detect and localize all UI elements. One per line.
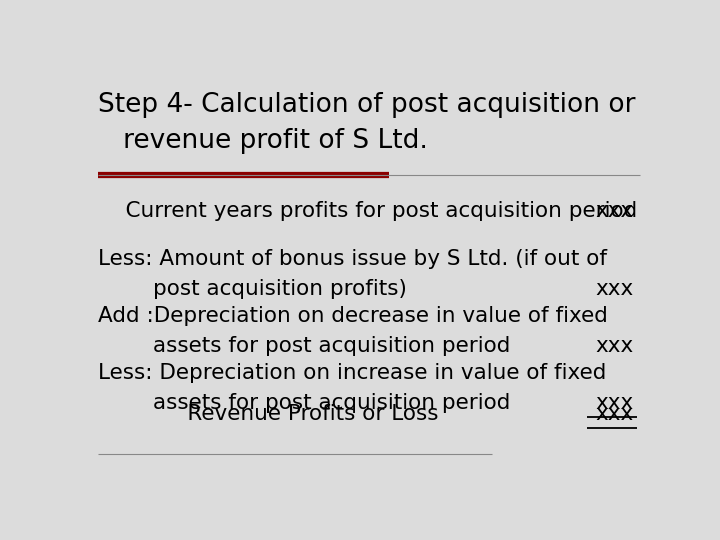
- Text: assets for post acquisition period: assets for post acquisition period: [99, 336, 510, 356]
- Text: Revenue Profits or Loss: Revenue Profits or Loss: [99, 404, 439, 424]
- Text: xxx: xxx: [596, 393, 634, 413]
- Text: Add :Depreciation on decrease in value of fixed: Add :Depreciation on decrease in value o…: [99, 306, 608, 326]
- Text: Less: Amount of bonus issue by S Ltd. (if out of: Less: Amount of bonus issue by S Ltd. (i…: [99, 248, 608, 268]
- Text: xxx: xxx: [596, 201, 634, 221]
- Text: xxx: xxx: [596, 404, 634, 424]
- Text: Current years profits for post acquisition period: Current years profits for post acquisiti…: [99, 201, 638, 221]
- Text: assets for post acquisition period: assets for post acquisition period: [99, 393, 510, 413]
- Text: xxx: xxx: [596, 279, 634, 299]
- Text: xxx: xxx: [596, 336, 634, 356]
- Text: Step 4- Calculation of post acquisition or: Step 4- Calculation of post acquisition …: [99, 92, 636, 118]
- Text: Less: Depreciation on increase in value of fixed: Less: Depreciation on increase in value …: [99, 363, 607, 383]
- Text: revenue profit of S Ltd.: revenue profit of S Ltd.: [99, 128, 428, 154]
- Text: post acquisition profits): post acquisition profits): [99, 279, 408, 299]
